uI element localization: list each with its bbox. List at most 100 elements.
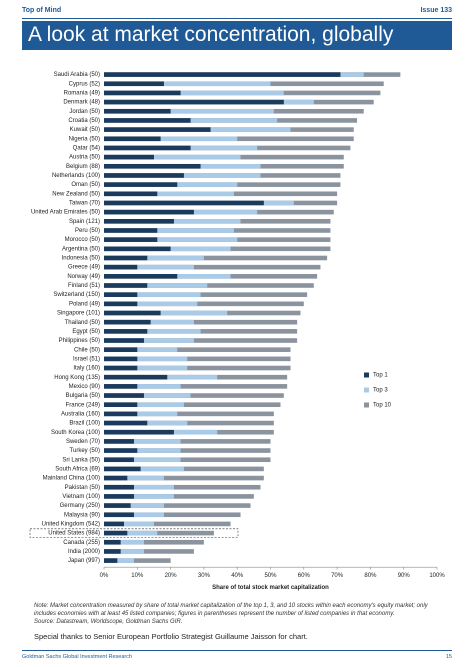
bar bbox=[104, 99, 284, 105]
issue-label: Issue 133 bbox=[420, 7, 452, 14]
bar bbox=[104, 503, 131, 508]
bar bbox=[104, 457, 181, 463]
bar bbox=[104, 448, 138, 453]
bar bbox=[104, 228, 234, 233]
bar bbox=[104, 191, 158, 197]
category-label: Norway (49) bbox=[67, 274, 100, 280]
bar bbox=[104, 530, 128, 536]
bar bbox=[104, 365, 138, 371]
bar bbox=[104, 439, 181, 444]
category-label: Belgium (88) bbox=[66, 164, 100, 170]
bar bbox=[104, 411, 178, 417]
category-label: Kuwait (50) bbox=[70, 127, 100, 133]
bar bbox=[104, 494, 254, 499]
category-label: Jordan (50) bbox=[69, 109, 100, 115]
category-label: Nigeria (50) bbox=[69, 136, 100, 142]
category-label: Mexico (90) bbox=[69, 384, 100, 390]
legend-label: Top 3 bbox=[373, 388, 388, 394]
source: Source: Datastream, Worldscope, Goldman … bbox=[34, 619, 183, 625]
category-label: Sri Lanka (50) bbox=[62, 457, 100, 463]
bar bbox=[104, 549, 121, 554]
category-label: Oman (50) bbox=[71, 182, 100, 188]
x-tick-label: 70% bbox=[331, 573, 344, 579]
x-tick-label: 40% bbox=[231, 573, 244, 579]
bar bbox=[104, 154, 154, 160]
category-label: New Zealand (50) bbox=[52, 191, 100, 197]
bar bbox=[104, 264, 321, 270]
category-label: India (2000) bbox=[68, 549, 100, 555]
legend-label: Top 10 bbox=[373, 403, 392, 409]
bar bbox=[104, 292, 138, 297]
page-number: 15 bbox=[445, 654, 452, 660]
bar bbox=[104, 530, 158, 536]
category-label: Egypt (50) bbox=[72, 329, 100, 335]
bar bbox=[104, 301, 138, 307]
category-label: Taiwan (70) bbox=[69, 201, 100, 207]
bar bbox=[104, 494, 174, 499]
category-label: Israel (51) bbox=[73, 356, 100, 362]
bar bbox=[104, 439, 271, 444]
category-label: Saudi Arabia (50) bbox=[54, 72, 100, 78]
bar bbox=[104, 558, 171, 563]
x-tick-label: 20% bbox=[165, 573, 178, 579]
category-label: Singapore (101) bbox=[57, 311, 100, 317]
bar bbox=[104, 530, 214, 536]
category-label: Spain (121) bbox=[69, 219, 100, 225]
bar bbox=[104, 393, 144, 398]
category-label: South Africa (69) bbox=[55, 466, 100, 472]
bar bbox=[104, 521, 124, 527]
footer-rule bbox=[22, 650, 452, 651]
category-label: United States (984) bbox=[48, 531, 100, 537]
bar bbox=[104, 72, 341, 77]
bar bbox=[104, 228, 158, 233]
bar bbox=[104, 420, 274, 426]
category-label: Malaysia (90) bbox=[64, 512, 100, 518]
bar bbox=[104, 475, 264, 481]
bar bbox=[104, 292, 308, 297]
x-tick-label: 100% bbox=[429, 573, 445, 579]
chart: Saudi Arabia (50) Cyprus (52) Romania (49)… bbox=[29, 72, 445, 591]
bar bbox=[104, 264, 138, 270]
bar bbox=[104, 365, 291, 371]
bar bbox=[104, 512, 134, 518]
bar bbox=[104, 365, 188, 371]
x-tick-label: 80% bbox=[364, 573, 377, 579]
bar bbox=[104, 503, 251, 508]
note: Note: Market concentration measured by s… bbox=[34, 603, 428, 617]
footer-text: Goldman Sachs Global Investment Research bbox=[22, 654, 133, 660]
category-label: Romania (49) bbox=[64, 91, 100, 97]
bar bbox=[104, 549, 194, 554]
bar bbox=[104, 338, 144, 343]
x-tick-label: 0% bbox=[100, 573, 109, 579]
bar bbox=[104, 255, 204, 261]
bar bbox=[104, 347, 138, 352]
bar bbox=[104, 503, 164, 508]
title-banner bbox=[22, 21, 452, 50]
category-label: Peru (50) bbox=[75, 228, 100, 234]
bar bbox=[104, 448, 271, 453]
category-label: Vietnam (100) bbox=[62, 494, 100, 500]
bar bbox=[104, 347, 291, 352]
bar bbox=[104, 301, 304, 307]
bar bbox=[104, 219, 174, 224]
highlight-box bbox=[29, 528, 239, 538]
bar bbox=[104, 90, 181, 96]
bar bbox=[104, 310, 228, 316]
category-label: Turkey (50) bbox=[70, 448, 100, 454]
bar bbox=[104, 558, 118, 563]
bar bbox=[104, 494, 134, 499]
bar bbox=[104, 402, 281, 408]
category-label: Bulgaria (50) bbox=[66, 393, 100, 399]
category-label: United Arab Emirates (50) bbox=[31, 210, 100, 216]
category-label: Poland (49) bbox=[69, 301, 100, 307]
bar bbox=[104, 475, 164, 481]
category-label: Netherlands (100) bbox=[52, 173, 100, 179]
category-label: United Kingdom (542) bbox=[42, 521, 100, 527]
bar bbox=[104, 136, 161, 142]
bar bbox=[104, 136, 238, 142]
bar bbox=[104, 274, 178, 279]
bar bbox=[104, 127, 211, 132]
category-label: Sweden (70) bbox=[66, 439, 100, 445]
bar bbox=[104, 484, 134, 490]
bar bbox=[104, 237, 238, 242]
